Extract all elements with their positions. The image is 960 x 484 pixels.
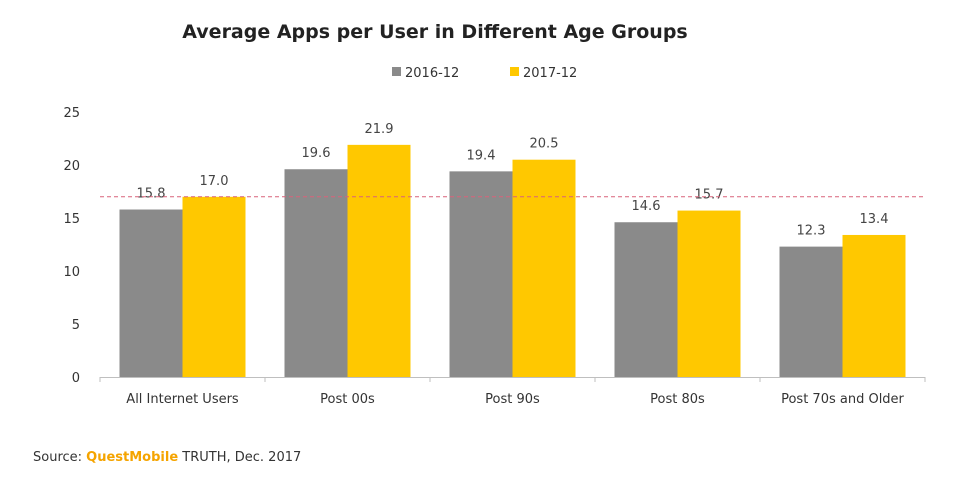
bar-2016-12-all-internet-users bbox=[119, 209, 183, 377]
category-label-post-80s: Post 80s bbox=[650, 392, 705, 407]
y-tick-label-10: 10 bbox=[63, 265, 80, 280]
bar-2017-12-post-00s bbox=[347, 144, 411, 377]
chart-title: Average Apps per User in Different Age G… bbox=[182, 21, 687, 43]
data-label-2017-12-post-00s: 21.9 bbox=[365, 122, 394, 137]
category-label-post-70s-and-older: Post 70s and Older bbox=[781, 392, 904, 407]
y-tick-label-15: 15 bbox=[63, 212, 80, 227]
data-label-2017-12-post-90s: 20.5 bbox=[530, 137, 559, 152]
source-note: Source: QuestMobile TRUTH, Dec. 2017 bbox=[33, 450, 301, 465]
y-tick-label-0: 0 bbox=[72, 371, 80, 386]
source-prefix: Source: bbox=[33, 450, 87, 465]
category-label-post-00s: Post 00s bbox=[320, 392, 375, 407]
legend-swatch-2017-12 bbox=[510, 67, 519, 76]
data-label-2017-12-post-70s-and-older: 13.4 bbox=[860, 212, 889, 227]
category-label-post-90s: Post 90s bbox=[485, 392, 540, 407]
bar-2017-12-all-internet-users bbox=[182, 196, 246, 377]
bar-2017-12-post-70s-and-older bbox=[842, 234, 906, 377]
data-labels: 15.8 19.6 19.4 14.6 12.3 17.0 21.9 20.5 15.7 13.4 bbox=[137, 122, 889, 239]
data-label-2016-12-post-00s: 19.6 bbox=[302, 146, 331, 161]
x-axis: All Internet Users Post 00s Post 90s Post 8… bbox=[99, 377, 926, 407]
y-axis: 0 5 10 15 20 25 bbox=[63, 106, 80, 386]
bar-2016-12-post-70s-and-older bbox=[779, 246, 843, 377]
category-label-all-internet-users: All Internet Users bbox=[126, 392, 239, 407]
source-brand: QuestMobile bbox=[86, 450, 179, 465]
bar-2017-12-post-80s bbox=[677, 210, 741, 377]
bar-2016-12-post-80s bbox=[614, 222, 678, 377]
bar-2016-12-post-00s bbox=[284, 169, 348, 377]
data-label-2017-12-all-internet-users: 17.0 bbox=[200, 174, 229, 189]
bar-2017-12-post-90s bbox=[512, 159, 576, 377]
y-tick-label-25: 25 bbox=[63, 106, 80, 121]
bar-2016-12-post-90s bbox=[449, 171, 513, 377]
legend-swatch-2016-12 bbox=[392, 67, 401, 76]
source-suffix: TRUTH, Dec. 2017 bbox=[178, 450, 302, 465]
legend: 2016-12 2017-12 bbox=[392, 66, 577, 81]
legend-label-2017-12: 2017-12 bbox=[523, 66, 577, 81]
y-tick-label-20: 20 bbox=[63, 159, 80, 174]
data-label-2016-12-post-80s: 14.6 bbox=[632, 199, 661, 214]
data-label-2016-12-post-90s: 19.4 bbox=[467, 148, 496, 163]
y-tick-label-5: 5 bbox=[72, 318, 80, 333]
bars bbox=[119, 144, 906, 377]
data-label-2016-12-post-70s-and-older: 12.3 bbox=[797, 224, 826, 239]
data-label-2016-12-all-internet-users: 15.8 bbox=[137, 187, 166, 202]
legend-label-2016-12: 2016-12 bbox=[405, 66, 459, 81]
data-label-2017-12-post-80s: 15.7 bbox=[695, 188, 724, 203]
